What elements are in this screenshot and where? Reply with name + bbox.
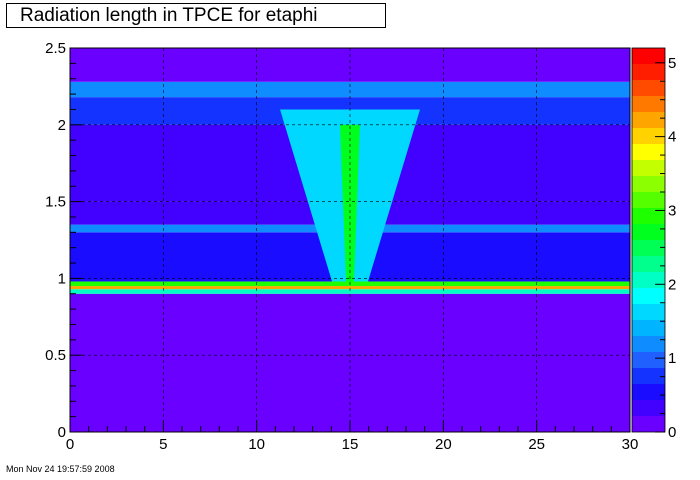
- heat-band: [70, 286, 630, 290]
- palette-swatch: [632, 416, 665, 432]
- palette-frame: [631, 47, 666, 433]
- palette-tick-label: 4: [668, 129, 676, 146]
- y-tick-label: 2.5: [45, 40, 66, 57]
- palette-swatch: [632, 144, 665, 160]
- palette-swatch: [632, 160, 665, 176]
- grid-lines: [70, 48, 630, 432]
- y-tick-label: 0: [58, 424, 66, 441]
- y-tick-label: 0.5: [45, 347, 66, 364]
- palette-tick-label: 2: [668, 276, 676, 293]
- y-axis: 0 0.5 1 1.5 2 2.5: [45, 40, 82, 441]
- palette-swatch: [632, 304, 665, 320]
- palette-swatch: [632, 192, 665, 208]
- palette-swatch: [632, 112, 665, 128]
- palette-swatch: [632, 384, 665, 400]
- chart-title: Radiation length in TPCE for etaphi: [6, 3, 386, 28]
- palette-swatch: [632, 128, 665, 144]
- palette-swatch: [632, 368, 665, 384]
- palette-swatch: [632, 336, 665, 352]
- palette-swatch: [632, 176, 665, 192]
- palette-swatch: [632, 240, 665, 256]
- heat-core-spine: [340, 124, 360, 282]
- palette-swatch: [632, 288, 665, 304]
- timestamp: Mon Nov 24 19:57:59 2008: [6, 464, 115, 474]
- palette-swatch: [632, 64, 665, 80]
- heat-band: [70, 81, 630, 98]
- palette-tick-label: 3: [668, 202, 676, 219]
- heat-band: [70, 289, 630, 294]
- palette-swatch: [632, 320, 665, 336]
- x-tick-label: 10: [248, 436, 265, 453]
- x-tick-label: 5: [159, 436, 167, 453]
- y-tick-label: 1: [58, 270, 66, 287]
- palette-swatch: [632, 48, 665, 64]
- palette-tick-label: 0: [668, 424, 676, 441]
- palette-swatch: [632, 96, 665, 112]
- color-palette: 0 1 2 3 4 5: [631, 47, 676, 441]
- y-tick-label: 2: [58, 117, 66, 134]
- palette-swatch: [632, 400, 665, 416]
- heat-band: [70, 48, 630, 82]
- palette-swatch: [632, 80, 665, 96]
- palette-tick-label: 5: [668, 55, 676, 72]
- palette-swatch: [632, 272, 665, 288]
- x-tick-label: 15: [342, 436, 359, 453]
- palette-swatch: [632, 256, 665, 272]
- x-axis: 0 5 10 15 20 25 30: [66, 420, 639, 453]
- x-tick-label: 30: [622, 436, 639, 453]
- palette-swatch: [632, 208, 665, 224]
- palette-swatch: [632, 352, 665, 368]
- x-tick-label: 20: [435, 436, 452, 453]
- y-tick-label: 1.5: [45, 194, 66, 211]
- x-tick-label: 0: [66, 436, 74, 453]
- palette-swatch: [632, 224, 665, 240]
- palette-tick-label: 1: [668, 350, 676, 367]
- x-tick-label: 25: [528, 436, 545, 453]
